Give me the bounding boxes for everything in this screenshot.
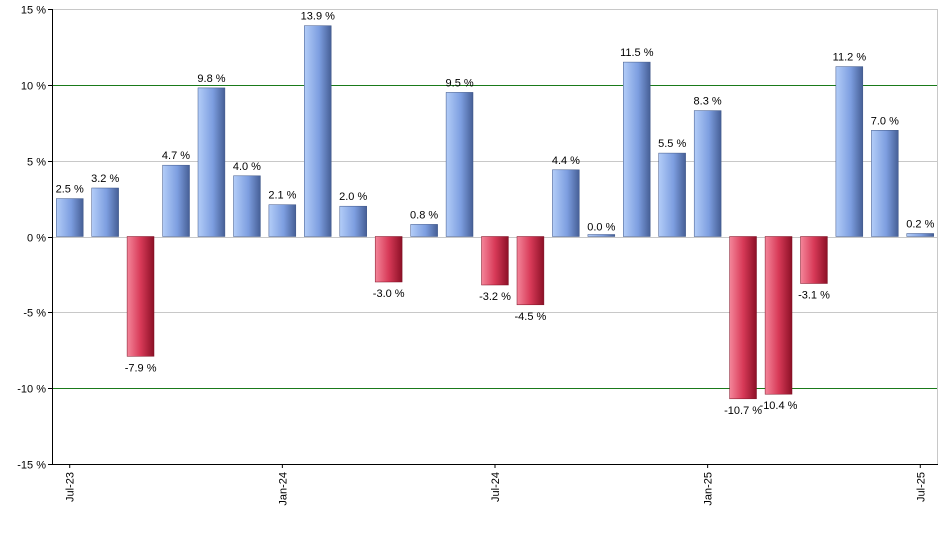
data-label: 9.8 % bbox=[197, 73, 225, 85]
bar bbox=[197, 87, 226, 237]
data-label: -3.0 % bbox=[373, 288, 405, 300]
bar bbox=[729, 236, 757, 400]
y-tick-label: 10 % bbox=[21, 81, 46, 93]
y-tick-label: 5 % bbox=[27, 157, 46, 169]
data-label: 0.0 % bbox=[587, 222, 615, 234]
bar bbox=[516, 236, 545, 306]
bar bbox=[56, 198, 84, 237]
x-tick-label: Jul-24 bbox=[490, 472, 502, 502]
data-label: 3.2 % bbox=[91, 173, 119, 185]
x-tick-label: Jul-23 bbox=[65, 472, 77, 502]
data-label: 7.0 % bbox=[871, 115, 899, 127]
data-label: 5.5 % bbox=[658, 138, 686, 150]
data-labels: 2.5 % 3.2 % -7.9 % 4.7 % 9.8 % 4.0 % 2.1 % 13.9… bbox=[56, 11, 935, 417]
y-tick-label: 15 % bbox=[21, 5, 46, 17]
bar bbox=[304, 25, 332, 237]
y-tick-label: -10 % bbox=[17, 384, 46, 396]
x-tick-label: Jan-25 bbox=[703, 472, 715, 506]
data-label: 11.2 % bbox=[833, 52, 867, 64]
data-label: -3.2 % bbox=[479, 291, 511, 303]
bar bbox=[658, 152, 686, 237]
data-label: 9.5 % bbox=[446, 77, 474, 89]
data-label: 4.4 % bbox=[552, 155, 580, 167]
y-tick-label: -5 % bbox=[23, 308, 46, 320]
y-tick-label: -15 % bbox=[17, 460, 46, 472]
x-tick-label: Jul-25 bbox=[915, 472, 927, 502]
data-label: 13.9 % bbox=[301, 11, 335, 23]
y-tick-label: 0 % bbox=[27, 233, 46, 245]
bar bbox=[481, 236, 509, 286]
data-label: -10.4 % bbox=[760, 400, 798, 412]
x-tick-label: Jan-24 bbox=[277, 472, 289, 506]
data-label: 8.3 % bbox=[694, 96, 722, 108]
bar bbox=[91, 187, 119, 237]
bar bbox=[800, 236, 828, 284]
bar bbox=[623, 61, 651, 237]
bar bbox=[374, 236, 403, 283]
data-label: 11.5 % bbox=[620, 47, 654, 59]
bar bbox=[552, 169, 580, 237]
bar bbox=[162, 164, 190, 237]
bar bbox=[906, 233, 934, 237]
bars bbox=[56, 25, 934, 400]
data-label: 0.2 % bbox=[906, 219, 934, 231]
data-label: 0.8 % bbox=[410, 209, 438, 221]
data-label: 2.5 % bbox=[56, 184, 84, 196]
data-label: 2.0 % bbox=[339, 191, 367, 203]
bar bbox=[233, 175, 261, 237]
bar bbox=[126, 236, 155, 357]
data-label: 4.0 % bbox=[233, 161, 261, 173]
bar bbox=[764, 236, 793, 395]
data-label: 4.7 % bbox=[162, 150, 190, 162]
data-label: -10.7 % bbox=[724, 405, 762, 417]
bar bbox=[835, 66, 864, 237]
bar bbox=[339, 205, 367, 237]
data-label: -3.1 % bbox=[798, 290, 830, 302]
bar bbox=[410, 224, 438, 237]
data-label: 2.1 % bbox=[268, 190, 296, 202]
data-label: -4.5 % bbox=[515, 311, 547, 323]
bar bbox=[587, 234, 616, 237]
bar bbox=[693, 110, 722, 237]
bar bbox=[268, 204, 297, 237]
data-label: -7.9 % bbox=[125, 362, 157, 374]
bar bbox=[871, 130, 899, 237]
bar bbox=[445, 92, 474, 237]
axes: -15 % -10 % -5 % 0 % 5 % 10 % 15 % Jul-23 Jan-24… bbox=[17, 5, 938, 506]
